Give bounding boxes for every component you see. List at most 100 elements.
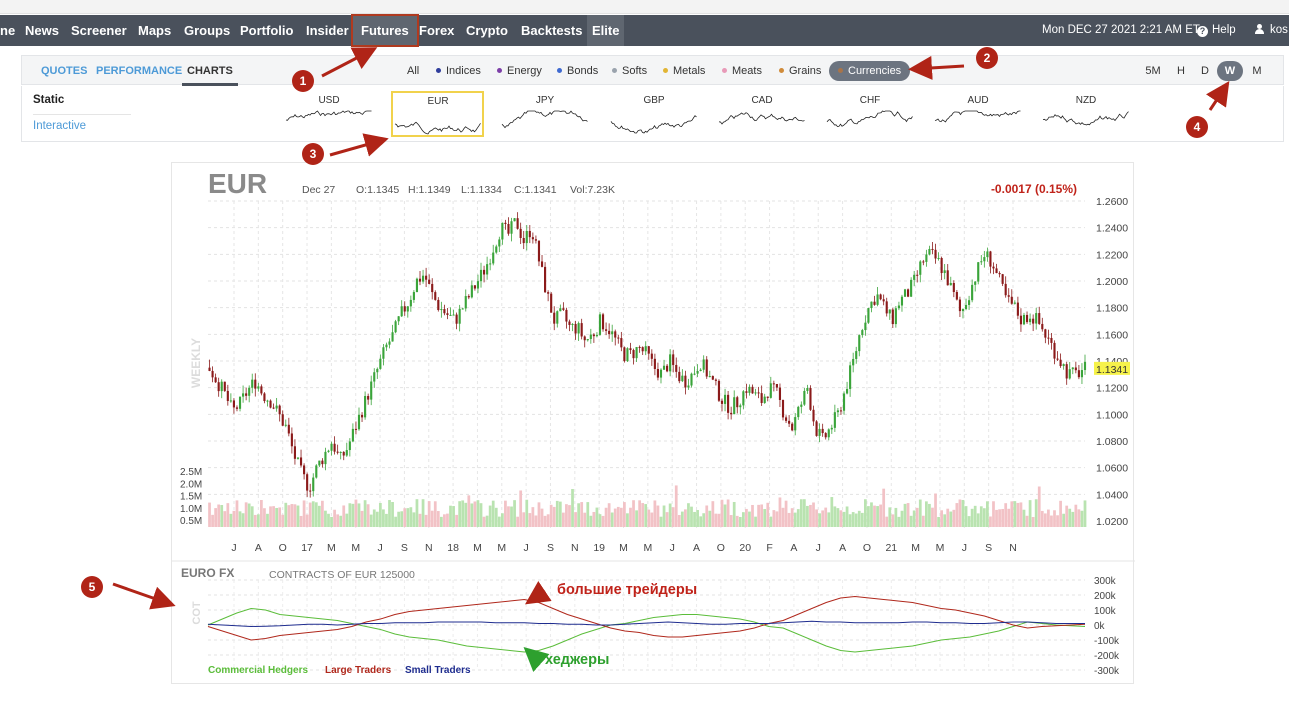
mini-chart-aud[interactable]: AUD (933, 92, 1023, 136)
mini-chart-gbp[interactable]: GBP (609, 92, 699, 136)
candle-body (855, 351, 858, 359)
volume-bar (1059, 500, 1062, 527)
volume-bar (809, 504, 812, 527)
nav-home[interactable]: ne (0, 23, 16, 38)
nav-forex[interactable]: Forex (419, 23, 455, 38)
mini-chart-jpy[interactable]: JPY (500, 92, 590, 136)
nav-backtests[interactable]: Backtests (521, 23, 583, 38)
candle-body (1010, 296, 1013, 304)
time-tick: N (425, 542, 433, 554)
candle-body (547, 292, 550, 294)
nav-insider[interactable]: Insider (306, 23, 349, 38)
price-tick: 1.1600 (1096, 329, 1128, 341)
volume-bar (967, 516, 971, 527)
volume-bar (769, 516, 773, 527)
nav-futures[interactable]: Futures (353, 15, 417, 46)
group-indices[interactable]: Indices (436, 56, 481, 86)
candle-body (656, 368, 660, 378)
price-tick: 1.0800 (1096, 436, 1128, 448)
tab-quotes[interactable]: QUOTES (41, 65, 88, 77)
nav-groups[interactable]: Groups (184, 23, 231, 38)
main-chart[interactable]: EUR Dec 27 O:1.1345 H:1.1349 L:1.1334 C:… (172, 163, 1135, 685)
nav-news[interactable]: News (25, 23, 59, 38)
volume-bar (711, 501, 715, 527)
nav-crypto[interactable]: Crypto (466, 23, 508, 38)
group-meats[interactable]: Meats (722, 56, 762, 86)
mini-chart-line (718, 112, 805, 125)
candle-body (961, 309, 965, 312)
nav-elite[interactable]: Elite (587, 15, 625, 46)
volume-bar (687, 503, 690, 527)
candle-body (510, 221, 513, 234)
volume-bar (562, 512, 565, 527)
browser-top-strip (0, 0, 1289, 14)
candle-body (626, 348, 629, 362)
tab-charts[interactable]: CHARTS (182, 56, 238, 86)
mini-chart-label: CHF (859, 95, 881, 106)
group-softs[interactable]: Softs (612, 56, 647, 86)
group-all[interactable]: All (407, 56, 419, 86)
nav-help[interactable]: ? Help (1197, 15, 1236, 46)
volume-bar (525, 499, 529, 527)
candle-body (772, 383, 775, 385)
mode-static[interactable]: Static (33, 94, 65, 106)
candle-body (763, 396, 766, 403)
candle-body (373, 372, 376, 382)
volume-bar (995, 509, 998, 527)
mini-chart-nzd[interactable]: NZD (1041, 92, 1131, 136)
volume-bar (641, 503, 645, 527)
candle-body (711, 376, 714, 380)
tab-performance[interactable]: PERFORMANCE (96, 65, 183, 77)
candle-body (781, 399, 785, 418)
group-metals[interactable]: Metals (663, 56, 705, 86)
volume-bar (586, 502, 590, 527)
nav-screener[interactable]: Screener (71, 23, 127, 38)
mini-chart-usd[interactable]: USD (284, 92, 374, 136)
volume-bar (799, 499, 803, 527)
volume-bar (696, 510, 699, 527)
volume-bar (296, 505, 300, 527)
group-energy[interactable]: Energy (497, 56, 542, 86)
candle-body (858, 335, 861, 352)
group-bonds[interactable]: Bonds (557, 56, 598, 86)
candle-body (1022, 314, 1026, 325)
timeframe-d[interactable]: D (1201, 65, 1209, 77)
volume-bar (250, 506, 254, 527)
time-tick: O (863, 542, 871, 554)
volume-bar (665, 512, 669, 527)
candle-body (727, 394, 730, 413)
candle-body (980, 261, 983, 263)
candle-body (434, 292, 437, 300)
group-grains[interactable]: Grains (779, 56, 821, 86)
candle-body (437, 299, 440, 311)
chart-grid (208, 200, 1085, 531)
volume-bar (1007, 508, 1011, 527)
candle-body (650, 353, 653, 359)
timeframe-5m[interactable]: 5M (1145, 65, 1161, 77)
mini-chart-eur[interactable]: EUR (391, 91, 484, 137)
volume-bar (806, 505, 809, 527)
volume-bar (269, 506, 272, 527)
volume-bar (598, 514, 602, 527)
volume-bar (613, 508, 617, 527)
timeframe-m[interactable]: M (1252, 65, 1262, 77)
group-currencies[interactable]: Currencies (829, 61, 911, 81)
volume-bar (885, 516, 889, 527)
mini-chart-cad[interactable]: CAD (717, 92, 807, 136)
candle-body (833, 412, 836, 428)
nav-user[interactable]: kos (1255, 15, 1288, 46)
timeframe-w[interactable]: W (1217, 61, 1243, 81)
last-price-label: 1.1341 (1096, 364, 1128, 376)
nav-maps[interactable]: Maps (138, 23, 172, 38)
volume-bar (229, 513, 233, 527)
sparkline (394, 121, 481, 135)
mini-chart-chf[interactable]: CHF (825, 92, 915, 136)
volume-bar (982, 508, 986, 527)
volume-bar (357, 503, 361, 527)
mode-interactive[interactable]: Interactive (33, 120, 87, 132)
volume-bar (863, 499, 867, 527)
timeframe-h[interactable]: H (1177, 65, 1185, 77)
candle-body (357, 414, 361, 430)
nav-portfolio[interactable]: Portfolio (240, 23, 294, 38)
mini-chart-label: AUD (967, 95, 989, 106)
